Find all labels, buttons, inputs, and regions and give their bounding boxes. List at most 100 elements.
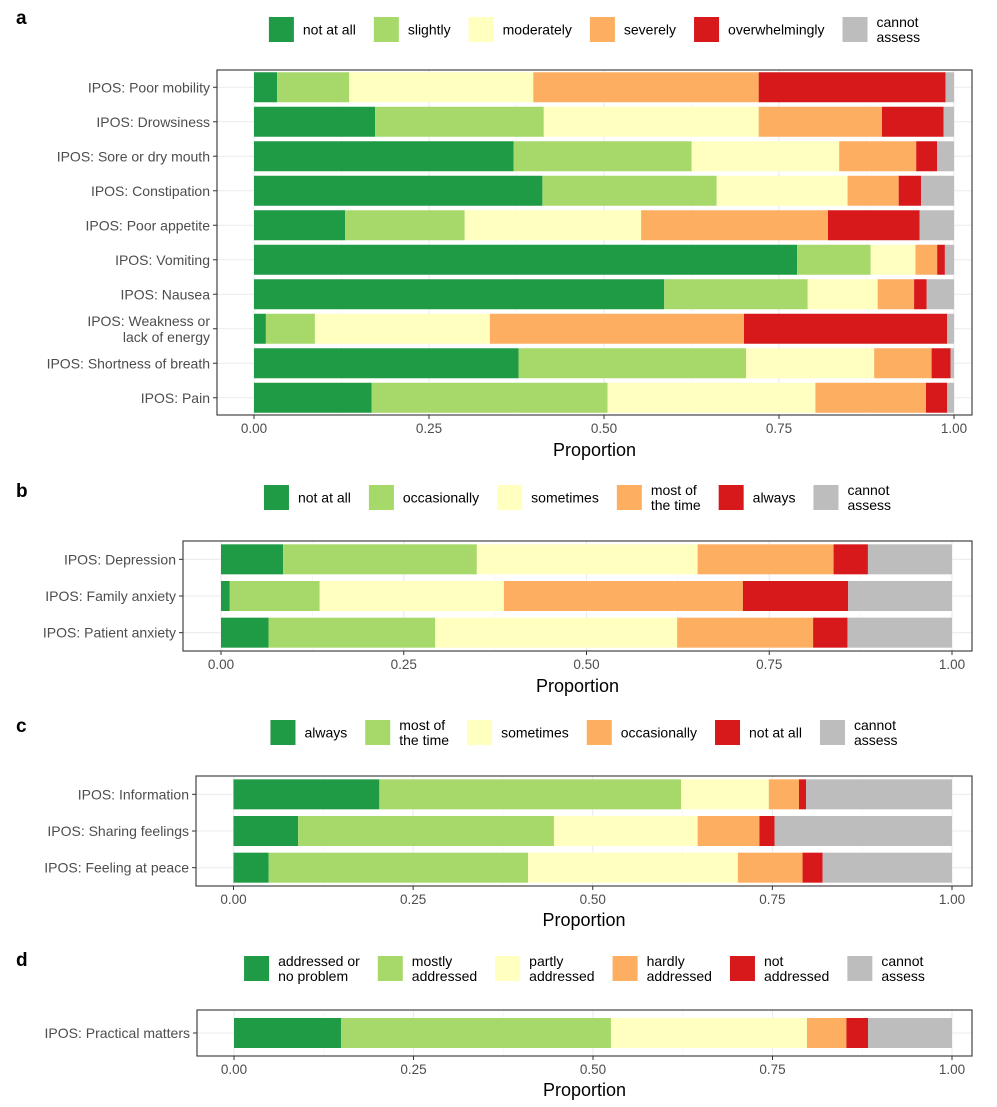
legend: not at all occasionally sometimes most ofth… — [263, 482, 891, 513]
legend-label: the time — [651, 497, 701, 513]
bar-segment — [950, 348, 954, 379]
legend-key — [270, 720, 296, 745]
legend-label: not at all — [298, 490, 351, 506]
legend-key — [616, 485, 642, 510]
bar-row — [221, 544, 952, 575]
bar-segment — [926, 382, 947, 413]
y-axis: IPOS: Poor mobility IPOS: Drowsiness IPOS:… — [47, 79, 217, 406]
bar-segment — [610, 1018, 807, 1048]
category-label: IPOS: Constipation — [91, 183, 210, 199]
bar-segment — [542, 175, 717, 206]
legend-key — [377, 956, 403, 981]
x-tick-label: 0.00 — [220, 892, 246, 907]
legend-item: severely — [589, 17, 676, 42]
bar-segment — [716, 175, 848, 206]
legend-label: severely — [624, 22, 676, 38]
bar-segment — [848, 581, 952, 611]
legend-item: sometimes — [497, 485, 599, 510]
x-axis-title: Proportion — [536, 676, 619, 696]
legend-label: most of — [399, 717, 445, 733]
category-label: IPOS: Pain — [141, 390, 210, 406]
plot-border — [216, 69, 973, 416]
bar-row — [254, 72, 954, 103]
x-axis-title: Proportion — [542, 910, 625, 930]
bar-segment — [345, 210, 465, 241]
bar-segment — [464, 210, 642, 241]
legend-label: sometimes — [531, 490, 599, 506]
legend-label: overwhelmingly — [728, 22, 824, 38]
bar-segment — [234, 1018, 341, 1048]
bar-segment — [798, 779, 807, 810]
bar-segment — [233, 779, 380, 810]
bar-segment — [664, 279, 808, 310]
x-tick-label: 0.75 — [759, 892, 785, 907]
bar-segment — [254, 106, 376, 137]
legend-key — [263, 485, 289, 510]
bar-segment — [746, 348, 875, 379]
bar-segment — [737, 852, 803, 883]
x-tick-label: 1.00 — [939, 657, 965, 672]
bar-row — [254, 279, 954, 310]
bar-segment — [867, 544, 952, 575]
x-tick-label: 1.00 — [939, 1062, 965, 1077]
legend-label: cannot — [847, 482, 889, 498]
bar-segment — [254, 210, 345, 241]
bar-segment — [254, 382, 372, 413]
bar-segment — [802, 852, 823, 883]
legend-key — [842, 17, 868, 42]
legend-item: moderately — [468, 17, 572, 42]
bar-segment — [758, 72, 946, 103]
legend-key — [718, 485, 744, 510]
bar-segment — [533, 72, 759, 103]
legend-label: assess — [847, 497, 891, 513]
bar-row — [233, 816, 952, 846]
legend-key — [729, 956, 755, 981]
bar-row — [254, 106, 954, 137]
category-label: IPOS: Sore or dry mouth — [57, 148, 210, 164]
bar-row — [234, 1018, 952, 1048]
legend-item: not at all — [268, 17, 356, 42]
bar-segment — [518, 348, 747, 379]
bar-segment — [916, 141, 938, 172]
bar-segment — [503, 581, 743, 611]
x-axis-title: Proportion — [553, 440, 636, 460]
legend-item: always — [270, 720, 347, 745]
bar-segment — [233, 852, 269, 883]
legend-item: occasionally — [368, 485, 479, 510]
bar-row — [254, 175, 954, 206]
bar-segment — [254, 313, 266, 344]
legend-key — [847, 956, 873, 981]
x-tick-label: 0.75 — [759, 1062, 785, 1077]
x-tick-label: 0.75 — [756, 657, 782, 672]
x-tick-label: 0.00 — [241, 421, 267, 436]
bar-segment — [742, 581, 849, 611]
bar-segment — [874, 348, 932, 379]
bar-segment — [283, 544, 477, 575]
legend-key — [495, 956, 521, 981]
x-tick-label: 0.50 — [591, 421, 617, 436]
category-label: IPOS: Vomiting — [115, 252, 210, 268]
bar-segment — [937, 141, 954, 172]
bar-segment — [944, 244, 954, 275]
panel-letter: c — [16, 716, 27, 737]
bar-segment — [375, 106, 544, 137]
legend-label: slightly — [408, 22, 451, 38]
legend-label: addressed — [412, 968, 477, 984]
bar-segment — [806, 779, 952, 810]
x-tick-label: 0.25 — [400, 892, 426, 907]
bar-segment — [268, 617, 436, 648]
legend-label: occasionally — [403, 490, 479, 506]
category-label: IPOS: Information — [78, 786, 189, 802]
bar-segment — [833, 544, 868, 575]
bar-segment — [898, 175, 922, 206]
bar-segment — [931, 348, 951, 379]
bar-segment — [221, 617, 269, 648]
x-tick-label: 0.50 — [580, 1062, 606, 1077]
bar-segment — [947, 313, 954, 344]
